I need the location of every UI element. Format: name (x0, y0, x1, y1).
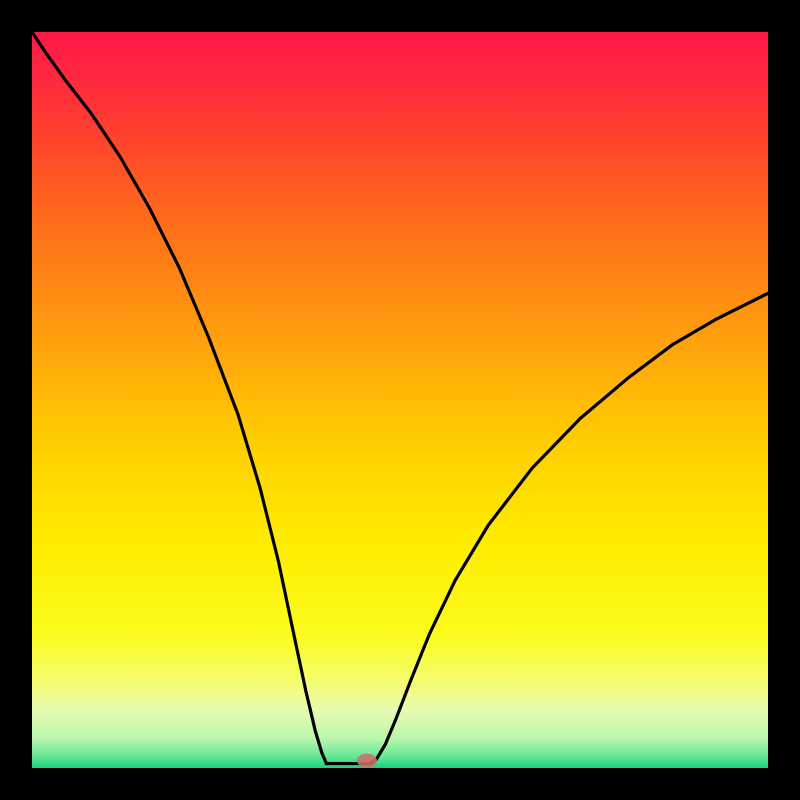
bottleneck-chart (0, 0, 800, 800)
optimal-point-marker (357, 754, 377, 768)
chart-container: TheBottleneck.com (0, 0, 800, 800)
plot-background (32, 32, 768, 768)
